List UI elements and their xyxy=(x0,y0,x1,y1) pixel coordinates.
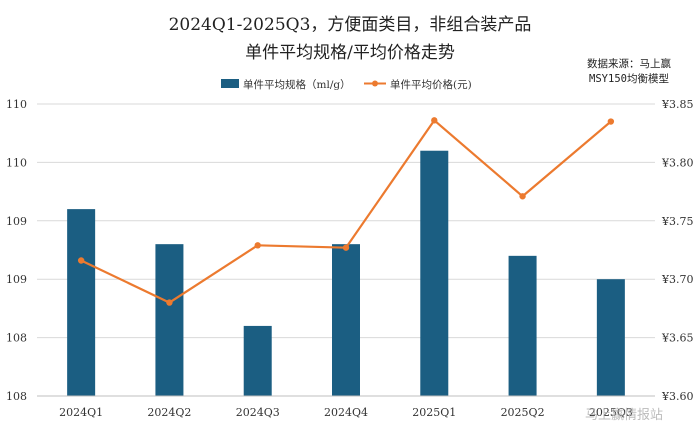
bar xyxy=(508,255,537,396)
line-point xyxy=(77,257,85,264)
x-axis-tick-label: 2024Q1 xyxy=(59,406,103,419)
line-point xyxy=(342,244,350,251)
legend-line-label: 单件平均价格(元) xyxy=(390,79,472,91)
left-axis-tick-label: 110 xyxy=(6,156,27,169)
bar xyxy=(420,150,449,396)
right-axis-tick-label: ¥3.75 xyxy=(661,215,694,228)
x-axis-tick-label: 2024Q4 xyxy=(324,406,368,419)
left-axis-tick-label: 109 xyxy=(6,273,27,286)
right-axis-tick-label: ¥3.60 xyxy=(661,390,694,403)
gridlines xyxy=(37,103,655,397)
watermark: 马上赢情报站 xyxy=(585,408,664,423)
left-axis-tick-label: 110 xyxy=(6,98,27,111)
line-point xyxy=(431,117,438,124)
right-axis-tick-label: ¥3.70 xyxy=(661,273,694,286)
line-point xyxy=(607,118,615,125)
line-point xyxy=(254,242,261,249)
left-axis-tick-label: 109 xyxy=(6,215,27,228)
x-axis-tick-label: 2025Q3 xyxy=(589,406,633,419)
left-axis-tick-label: 108 xyxy=(6,390,27,403)
bar xyxy=(243,325,272,396)
x-axis-tick-label: 2025Q1 xyxy=(412,406,456,419)
x-axis-tick-label: 2024Q3 xyxy=(236,406,280,419)
line-point xyxy=(166,299,173,306)
x-axis-tick-label: 2025Q2 xyxy=(501,406,545,419)
legend-marks xyxy=(221,79,386,88)
x-axis-tick-label: 2024Q2 xyxy=(147,406,191,419)
left-axis-tick-label: 108 xyxy=(6,332,27,345)
chart-title-line2: 单件平均规格/平均价格走势 xyxy=(245,43,455,63)
bar xyxy=(596,279,625,396)
bar xyxy=(155,244,184,396)
data-source-label: 数据来源：马上赢 xyxy=(587,58,671,70)
line-point xyxy=(519,193,526,200)
bar-series xyxy=(67,150,625,396)
right-axis-tick-label: ¥3.80 xyxy=(661,156,694,169)
data-model-label: MSY150均衡模型 xyxy=(589,73,669,85)
legend-bar-label: 单件平均规格（ml/g） xyxy=(243,79,351,91)
chart-title-line1: 2024Q1-2025Q3，方便面类目，非组合装产品 xyxy=(168,15,532,35)
bar xyxy=(332,244,360,396)
right-axis-tick-label: ¥3.65 xyxy=(661,332,694,345)
bar xyxy=(67,209,96,396)
legend-bar-swatch xyxy=(221,79,239,88)
line-series xyxy=(77,117,615,306)
axes: 108 108 109 109 110 110 ¥3.60 ¥3.65 ¥3.70 ¥3.75 ¥3… xyxy=(6,98,694,419)
legend-line-marker xyxy=(372,80,378,87)
right-axis-tick-label: ¥3.85 xyxy=(661,98,694,111)
